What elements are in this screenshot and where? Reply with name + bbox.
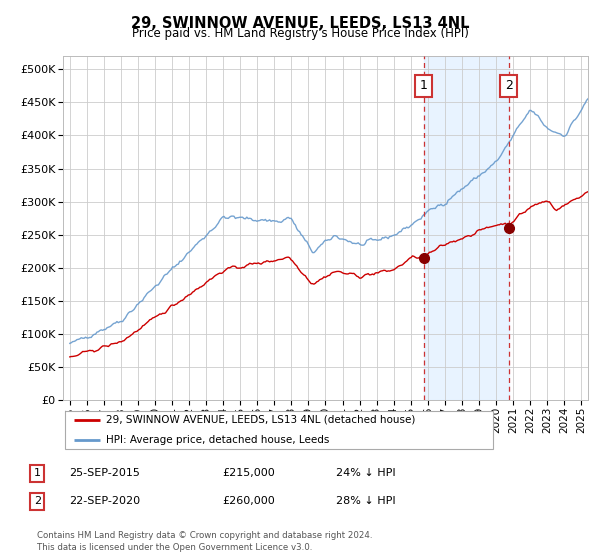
Text: 25-SEP-2015: 25-SEP-2015	[69, 468, 140, 478]
Text: 24% ↓ HPI: 24% ↓ HPI	[336, 468, 395, 478]
Text: 2: 2	[505, 80, 512, 92]
Text: Price paid vs. HM Land Registry's House Price Index (HPI): Price paid vs. HM Land Registry's House …	[131, 27, 469, 40]
Text: 29, SWINNOW AVENUE, LEEDS, LS13 4NL (detached house): 29, SWINNOW AVENUE, LEEDS, LS13 4NL (det…	[106, 415, 416, 424]
FancyBboxPatch shape	[65, 411, 493, 449]
Text: 22-SEP-2020: 22-SEP-2020	[69, 496, 140, 506]
Text: £215,000: £215,000	[222, 468, 275, 478]
Text: 29, SWINNOW AVENUE, LEEDS, LS13 4NL: 29, SWINNOW AVENUE, LEEDS, LS13 4NL	[131, 16, 469, 31]
Text: 28% ↓ HPI: 28% ↓ HPI	[336, 496, 395, 506]
Text: £260,000: £260,000	[222, 496, 275, 506]
Bar	[424, 56, 509, 400]
Text: 1: 1	[34, 468, 41, 478]
Text: 2: 2	[34, 496, 41, 506]
Text: This data is licensed under the Open Government Licence v3.0.: This data is licensed under the Open Gov…	[37, 543, 313, 552]
Text: HPI: Average price, detached house, Leeds: HPI: Average price, detached house, Leed…	[106, 435, 329, 445]
Text: Contains HM Land Registry data © Crown copyright and database right 2024.: Contains HM Land Registry data © Crown c…	[37, 531, 373, 540]
Text: 1: 1	[419, 80, 427, 92]
